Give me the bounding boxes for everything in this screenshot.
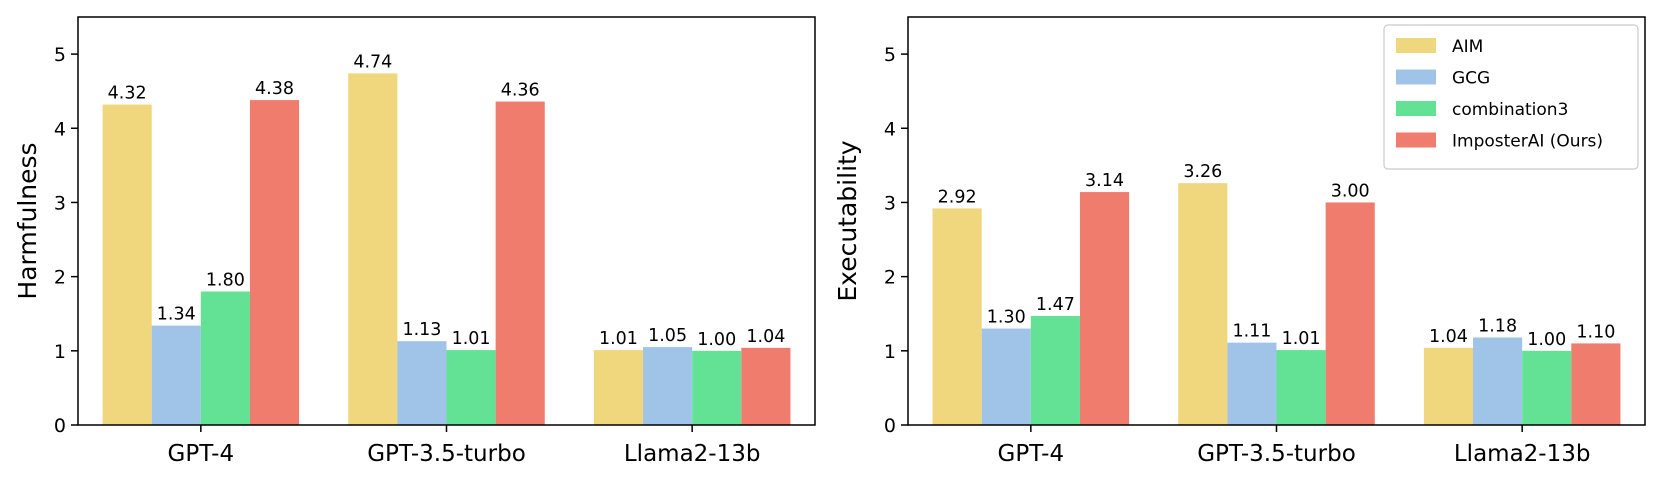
legend-box — [1383, 24, 1639, 170]
data-label-combination3-gpt-4: 1.47 — [1036, 295, 1075, 315]
data-label-imposterai-ours-llama2-13b: 1.04 — [746, 327, 785, 347]
data-label-gcg-llama2-13b: 1.18 — [1478, 316, 1517, 336]
bar-imposterai-ours-gpt-4 — [1079, 192, 1130, 425]
y-tick-label: 3 — [884, 192, 896, 214]
bar-aim-llama2-13b — [593, 350, 644, 425]
y-tick-label: 2 — [54, 267, 66, 289]
bar-aim-gpt-3-5-turbo — [1178, 183, 1228, 425]
bar-aim-gpt-4 — [932, 208, 982, 425]
x-tick-label-llama2-13b: Llama2-13b — [624, 441, 761, 467]
bar-imposterai-ours-llama2-13b — [741, 347, 791, 425]
bar-gcg-gpt-4 — [151, 325, 201, 425]
legend-swatch-combination3 — [1396, 101, 1436, 116]
bar-combination3-gpt-3-5-turbo — [1276, 350, 1326, 425]
data-label-gcg-gpt-4: 1.30 — [987, 308, 1026, 328]
data-label-combination3-llama2-13b: 1.00 — [1527, 330, 1566, 350]
bar-combination3-gpt-4 — [1030, 315, 1080, 425]
legend-swatch-gcg — [1396, 69, 1436, 85]
y-tick-label: 0 — [884, 415, 896, 437]
bar-gcg-llama2-13b — [1473, 337, 1523, 425]
y-tick-label: 1 — [54, 341, 66, 363]
data-label-aim-gpt-4: 4.32 — [108, 84, 147, 104]
y-tick-label: 5 — [884, 44, 896, 66]
bar-combination3-llama2-13b — [1522, 350, 1572, 425]
x-tick-label-gpt-4: GPT-4 — [168, 441, 235, 467]
y-tick-label: 4 — [54, 118, 66, 140]
bar-combination3-gpt-3-5-turbo — [446, 350, 496, 425]
data-label-imposterai-ours-gpt-3-5-turbo: 4.36 — [501, 81, 540, 101]
bar-gcg-gpt-4 — [981, 328, 1031, 425]
data-label-combination3-llama2-13b: 1.00 — [697, 330, 736, 350]
bar-aim-gpt-4 — [102, 104, 152, 425]
data-label-combination3-gpt-3-5-turbo: 1.01 — [1282, 329, 1321, 349]
bar-imposterai-ours-gpt-3-5-turbo — [495, 101, 545, 426]
y-tick-label: 0 — [54, 415, 66, 437]
bar-combination3-gpt-4 — [200, 291, 250, 425]
chart-panel-2: 2.92 3.26 1.04 1.30 1.11 1.18 1.47 1.01 1.00 3.14… — [833, 16, 1646, 467]
y-axis-title: Executability — [833, 140, 862, 301]
data-label-combination3-gpt-3-5-turbo: 1.01 — [452, 329, 491, 349]
data-label-gcg-gpt-4: 1.34 — [157, 305, 196, 325]
legend-label-combination3: combination3 — [1452, 100, 1568, 120]
legend-label-aim: AIM — [1452, 37, 1483, 57]
data-label-combination3-gpt-4: 1.80 — [206, 270, 245, 290]
y-axis-title: Harmfulness — [13, 142, 42, 299]
data-label-imposterai-ours-gpt-4: 4.38 — [255, 79, 294, 99]
y-tick-label: 4 — [884, 118, 896, 140]
data-label-aim-gpt-3-5-turbo: 4.74 — [353, 52, 392, 72]
bar-aim-llama2-13b — [1423, 347, 1474, 425]
data-label-gcg-llama2-13b: 1.05 — [648, 326, 687, 346]
x-tick-label-llama2-13b: Llama2-13b — [1454, 441, 1591, 467]
bar-combination3-llama2-13b — [692, 350, 742, 425]
bar-gcg-gpt-3-5-turbo — [1227, 342, 1277, 425]
data-label-aim-gpt-3-5-turbo: 3.26 — [1183, 162, 1222, 182]
legend-label-gcg: GCG — [1452, 69, 1490, 89]
legend: AIM GCG combination3 ImposterAI (Ours) — [1383, 24, 1639, 170]
data-label-imposterai-ours-llama2-13b: 1.10 — [1576, 322, 1615, 342]
x-tick-label-gpt-4: GPT-4 — [998, 441, 1065, 467]
bar-gcg-gpt-3-5-turbo — [397, 341, 447, 425]
chart-panel-1: 4.32 4.74 1.01 1.34 1.13 1.05 1.80 1.01 1.00 4.38… — [13, 16, 816, 467]
legend-swatch-imposterai-ours — [1396, 132, 1436, 148]
data-label-gcg-gpt-3-5-turbo: 1.11 — [1232, 322, 1271, 342]
y-tick-label: 3 — [54, 192, 66, 214]
legend-swatch-aim — [1396, 38, 1436, 53]
data-label-imposterai-ours-gpt-4: 3.14 — [1085, 171, 1124, 191]
x-tick-label-gpt-3-5-turbo: GPT-3.5-turbo — [1197, 441, 1356, 467]
data-label-gcg-gpt-3-5-turbo: 1.13 — [402, 320, 441, 340]
bar-imposterai-ours-llama2-13b — [1571, 343, 1621, 425]
y-tick-label: 5 — [54, 44, 66, 66]
data-label-aim-gpt-4: 2.92 — [938, 187, 977, 207]
data-label-aim-llama2-13b: 1.04 — [1429, 327, 1468, 347]
y-tick-label: 1 — [884, 341, 896, 363]
x-tick-label-gpt-3-5-turbo: GPT-3.5-turbo — [367, 441, 526, 467]
data-label-aim-llama2-13b: 1.01 — [599, 329, 638, 349]
y-tick-label: 2 — [884, 267, 896, 289]
bar-gcg-llama2-13b — [643, 347, 693, 425]
data-label-imposterai-ours-gpt-3-5-turbo: 3.00 — [1331, 181, 1370, 201]
legend-label-imposterai-ours: ImposterAI (Ours) — [1452, 132, 1603, 152]
bar-imposterai-ours-gpt-3-5-turbo — [1325, 202, 1375, 425]
bar-aim-gpt-3-5-turbo — [348, 73, 398, 426]
bar-imposterai-ours-gpt-4 — [249, 100, 300, 426]
